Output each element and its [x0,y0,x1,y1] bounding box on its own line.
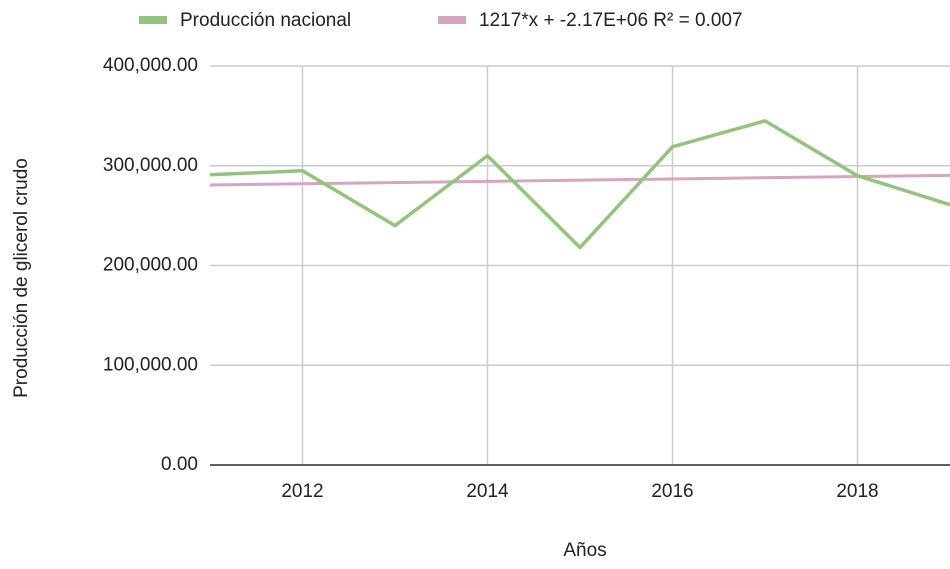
y-tick-label: 200,000.00 [103,255,198,276]
legend-swatch [139,16,167,24]
x-axis-label: Años [563,540,606,561]
trendline [209,173,950,187]
legend-label: 1217*x + -2.17E+06 R² = 0.007 [479,10,743,31]
y-tick-label: 400,000.00 [103,55,198,76]
y-tick-label: 300,000.00 [103,155,198,176]
legend-swatch [438,16,466,24]
y-tick-label: 0.00 [161,454,198,475]
x-tick-label: 2016 [651,481,693,502]
x-tick-label: 2014 [466,481,509,502]
legend-label: Producción nacional [180,10,351,31]
x-tick-label: 2012 [281,481,323,502]
x-tick-label: 2018 [836,481,878,502]
series-line [209,119,950,250]
y-axis-label: Producción de glicerol crudo [11,158,32,398]
y-tick-label: 100,000.00 [103,354,198,375]
